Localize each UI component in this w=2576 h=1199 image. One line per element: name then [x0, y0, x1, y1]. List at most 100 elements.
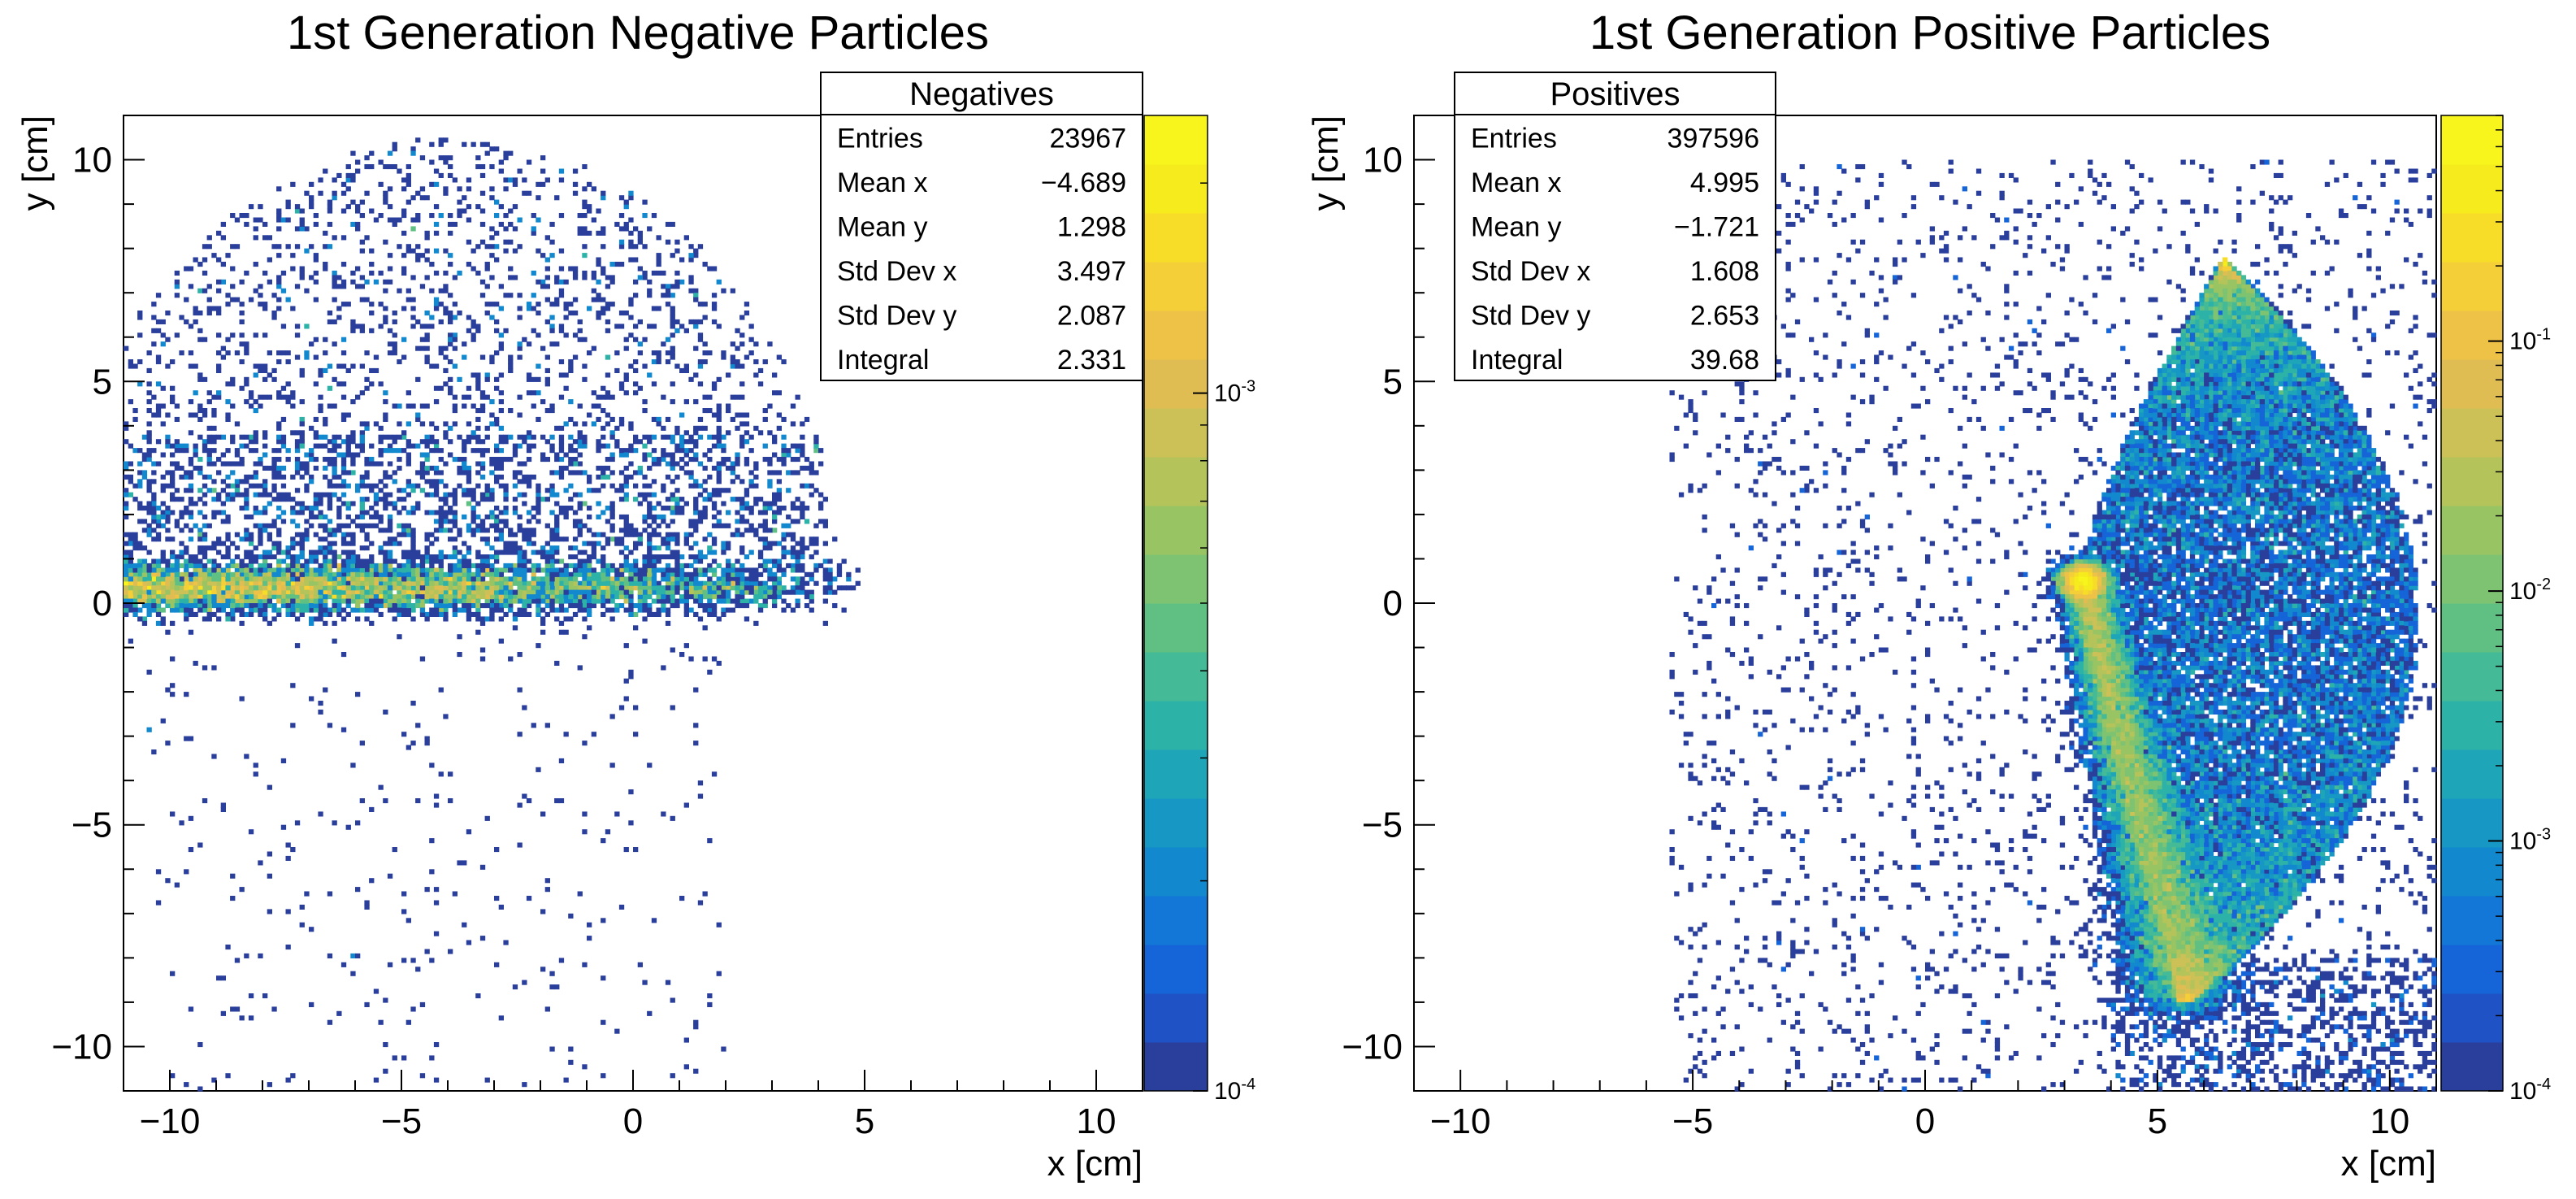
color-scale-step — [2441, 652, 2503, 702]
color-scale-step — [1144, 311, 1208, 360]
color-scale-step — [1144, 847, 1208, 897]
stats-body — [821, 115, 1143, 380]
x-axis-label: x [cm] — [2341, 1144, 2436, 1184]
stats-label: Mean y — [1471, 211, 1562, 242]
stats-label: Std Dev y — [1471, 300, 1590, 331]
y-tick-label: 0 — [93, 584, 112, 623]
color-scale-step — [2441, 115, 2503, 165]
stats-value: 4.995 — [1690, 167, 1759, 198]
color-scale-step — [1144, 896, 1208, 945]
stats-value: 1.298 — [1057, 211, 1126, 242]
color-scale-step — [2441, 798, 2503, 848]
stats-box: Negatives Entries 23967 Mean x −4.689 Mean y 1… — [821, 72, 1143, 380]
color-scale-step — [2441, 164, 2503, 214]
y-tick-label: 5 — [93, 362, 112, 402]
stats-value: 39.68 — [1690, 345, 1759, 376]
color-scale-step — [1144, 993, 1208, 1043]
stats-label: Mean y — [837, 211, 928, 242]
stats-label: Integral — [837, 345, 929, 376]
color-scale-step — [2441, 603, 2503, 653]
color-scale-step — [2441, 701, 2503, 750]
y-tick-label: 10 — [1363, 141, 1403, 180]
stats-label: Entries — [1471, 123, 1557, 154]
color-scale-step — [2441, 457, 2503, 506]
y-tick-label: 5 — [1383, 362, 1403, 402]
color-scale-step — [1144, 749, 1208, 799]
color-scale-step — [2441, 847, 2503, 897]
stats-box: Positives Entries 397596 Mean x 4.995 Mean y −… — [1455, 72, 1776, 380]
color-scale-step — [1144, 115, 1208, 165]
stats-label: Mean x — [1471, 167, 1562, 198]
stats-name: Positives — [1550, 76, 1680, 112]
stats-label: Integral — [1471, 345, 1563, 376]
color-scale-step — [2441, 506, 2503, 555]
x-tick-label: −5 — [1672, 1101, 1713, 1141]
color-scale-step — [2441, 213, 2503, 263]
x-tick-label: −5 — [381, 1101, 422, 1141]
color-scale-step — [1144, 945, 1208, 994]
x-tick-label: −10 — [140, 1101, 201, 1141]
stats-body — [1455, 115, 1776, 380]
color-scale-step — [2441, 945, 2503, 994]
color-scale-step — [1144, 262, 1208, 311]
color-scale-step — [1144, 1042, 1208, 1092]
color-scale: 10-110-210-310-4 — [2441, 115, 2551, 1105]
panel-positives: 1st Generation Positive Particles −10 −10 −… — [1306, 7, 2551, 1184]
color-scale-step — [2441, 359, 2503, 409]
color-scale-step — [1144, 457, 1208, 506]
color-scale-label: 10-2 — [2509, 576, 2551, 605]
color-scale-label: 10-1 — [2509, 326, 2551, 355]
stats-value: −1.721 — [1674, 211, 1759, 242]
y-tick-label: 10 — [72, 141, 112, 180]
panel-title: 1st Generation Negative Particles — [287, 7, 989, 59]
color-scale-step — [2441, 311, 2503, 360]
x-tick-label: −10 — [1430, 1101, 1491, 1141]
panel-negatives: 1st Generation Negative Particles−10−10−… — [15, 7, 1255, 1184]
x-tick-label: 5 — [2148, 1101, 2167, 1141]
stats-label: Entries — [837, 123, 923, 154]
y-tick-label: 0 — [1383, 584, 1403, 623]
color-scale-label: 10-4 — [1214, 1075, 1255, 1105]
color-scale-step — [2441, 993, 2503, 1043]
stats-label: Std Dev x — [837, 256, 956, 287]
stats-value: 1.608 — [1690, 256, 1759, 287]
color-scale-step — [1144, 652, 1208, 702]
color-scale-step — [2441, 896, 2503, 945]
color-scale-label: 10-4 — [2509, 1075, 2551, 1105]
y-axis-label: y [cm] — [1306, 115, 1346, 211]
stats-value: 2.653 — [1690, 300, 1759, 331]
color-scale-step — [2441, 1042, 2503, 1092]
color-scale-step — [1144, 408, 1208, 458]
color-scale-step — [1144, 603, 1208, 653]
color-scale-step — [1144, 213, 1208, 263]
stats-value: 2.087 — [1057, 300, 1126, 331]
color-scale-step — [2441, 749, 2503, 799]
stats-label: Std Dev x — [1471, 256, 1590, 287]
stats-value: −4.689 — [1041, 167, 1126, 198]
color-scale-label: 10-3 — [1214, 378, 1255, 407]
color-scale-step — [1144, 701, 1208, 750]
stats-value: 3.497 — [1057, 256, 1126, 287]
color-scale-step — [1144, 164, 1208, 214]
x-axis-label: x [cm] — [1047, 1144, 1143, 1184]
stats-label: Mean x — [837, 167, 928, 198]
color-scale-step — [2441, 408, 2503, 458]
stats-value: 23967 — [1049, 123, 1126, 154]
x-tick-label: 10 — [1077, 1101, 1117, 1141]
stats-value: 2.331 — [1057, 345, 1126, 376]
color-scale-step — [2441, 554, 2503, 604]
stats-value: 397596 — [1667, 123, 1759, 154]
panel-title: 1st Generation Positive Particles — [1589, 7, 2270, 59]
stats-name: Negatives — [909, 76, 1054, 112]
color-scale-step — [2441, 262, 2503, 311]
y-tick-label: −10 — [1342, 1027, 1403, 1067]
color-scale-step — [1144, 506, 1208, 555]
color-scale-step — [1144, 554, 1208, 604]
x-tick-label: 0 — [1915, 1101, 1935, 1141]
x-tick-label: 0 — [623, 1101, 643, 1141]
stats-label: Std Dev y — [837, 300, 956, 331]
color-scale: 10-3 10-4 — [1144, 115, 1255, 1105]
y-tick-label: −5 — [1362, 806, 1403, 845]
